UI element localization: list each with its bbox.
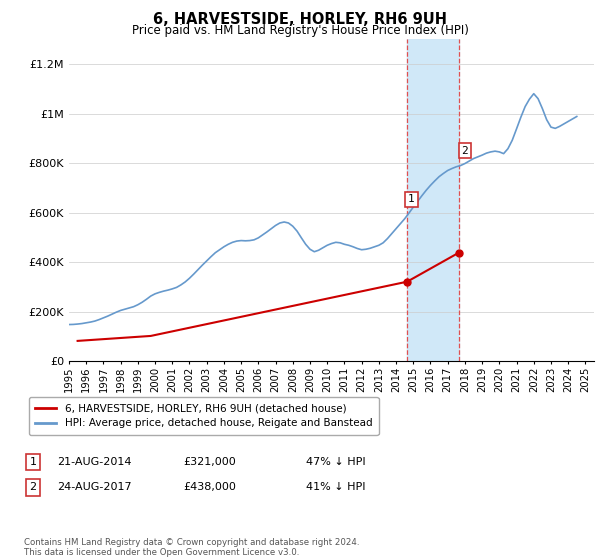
Text: 24-AUG-2017: 24-AUG-2017: [57, 482, 131, 492]
Text: 1: 1: [29, 457, 37, 467]
Text: 6, HARVESTSIDE, HORLEY, RH6 9UH: 6, HARVESTSIDE, HORLEY, RH6 9UH: [153, 12, 447, 27]
Text: Price paid vs. HM Land Registry's House Price Index (HPI): Price paid vs. HM Land Registry's House …: [131, 24, 469, 37]
Text: 2: 2: [461, 146, 468, 156]
Text: 1: 1: [408, 194, 415, 204]
Text: £321,000: £321,000: [183, 457, 236, 467]
Text: £438,000: £438,000: [183, 482, 236, 492]
Text: 47% ↓ HPI: 47% ↓ HPI: [306, 457, 365, 467]
Text: 2: 2: [29, 482, 37, 492]
Legend: 6, HARVESTSIDE, HORLEY, RH6 9UH (detached house), HPI: Average price, detached h: 6, HARVESTSIDE, HORLEY, RH6 9UH (detache…: [29, 397, 379, 435]
Text: 41% ↓ HPI: 41% ↓ HPI: [306, 482, 365, 492]
Text: Contains HM Land Registry data © Crown copyright and database right 2024.
This d: Contains HM Land Registry data © Crown c…: [24, 538, 359, 557]
Text: 21-AUG-2014: 21-AUG-2014: [57, 457, 131, 467]
Bar: [407, 39, 459, 361]
